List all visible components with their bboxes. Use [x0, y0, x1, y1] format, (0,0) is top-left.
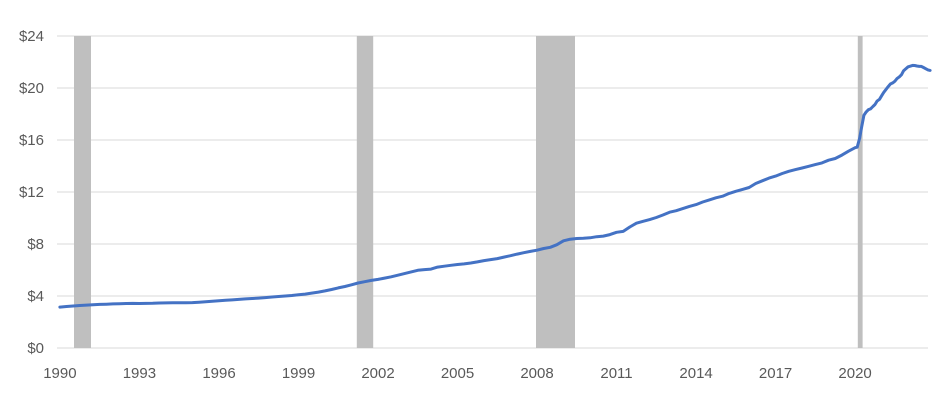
x-axis-tick-label: 1993 — [123, 365, 156, 382]
y-axis-tick-label: $0 — [27, 340, 44, 357]
x-axis-tick-label: 1999 — [282, 365, 315, 382]
x-axis-tick-label: 2020 — [838, 365, 871, 382]
x-axis-tick-label: 2005 — [441, 365, 474, 382]
x-axis-tick-label: 2002 — [361, 365, 394, 382]
recession-band — [74, 36, 91, 348]
y-axis-tick-label: $8 — [27, 236, 44, 253]
x-axis-tick-label: 2008 — [520, 365, 553, 382]
y-axis-tick-label: $20 — [19, 80, 44, 97]
recession-band — [536, 36, 575, 348]
x-axis-tick-label: 1990 — [43, 365, 76, 382]
recession-band — [857, 36, 863, 348]
x-axis-tick-label: 1996 — [202, 365, 235, 382]
y-axis-tick-label: $4 — [27, 288, 44, 305]
y-axis-tick-label: $12 — [19, 184, 44, 201]
recession-band — [356, 36, 374, 348]
y-axis-tick-label: $24 — [19, 28, 44, 45]
data-line — [58, 63, 932, 309]
x-axis-tick-label: 2014 — [679, 365, 712, 382]
x-axis-tick-label: 2017 — [759, 365, 792, 382]
x-axis-tick-label: 2011 — [600, 365, 632, 382]
y-axis-tick-label: $16 — [19, 132, 44, 149]
